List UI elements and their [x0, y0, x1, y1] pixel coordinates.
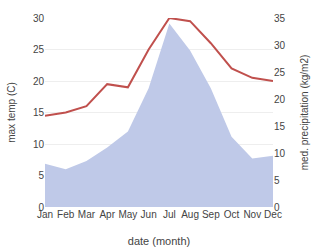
svg-text:10: 10 — [33, 139, 45, 150]
svg-text:Jul: Jul — [163, 209, 176, 220]
svg-text:Jun: Jun — [141, 209, 157, 220]
svg-text:25: 25 — [274, 67, 286, 78]
svg-text:5: 5 — [274, 175, 280, 186]
svg-text:Aug: Aug — [181, 209, 199, 220]
svg-text:10: 10 — [274, 148, 286, 159]
svg-text:35: 35 — [274, 13, 286, 24]
svg-text:0: 0 — [274, 202, 280, 213]
svg-text:May: May — [118, 209, 137, 220]
svg-text:20: 20 — [274, 94, 286, 105]
svg-text:15: 15 — [33, 107, 45, 118]
svg-text:Jan: Jan — [37, 209, 53, 220]
svg-text:30: 30 — [274, 40, 286, 51]
svg-text:5: 5 — [38, 170, 44, 181]
svg-text:max temp (C): max temp (C) — [6, 82, 17, 143]
svg-text:Mar: Mar — [78, 209, 96, 220]
svg-text:25: 25 — [33, 44, 45, 55]
svg-text:Sep: Sep — [202, 209, 220, 220]
svg-text:date (month): date (month) — [128, 235, 190, 247]
svg-text:Oct: Oct — [224, 209, 240, 220]
svg-text:Nov: Nov — [243, 209, 261, 220]
svg-text:15: 15 — [274, 121, 286, 132]
svg-text:30: 30 — [33, 13, 45, 24]
svg-text:Apr: Apr — [99, 209, 115, 220]
svg-text:0: 0 — [38, 202, 44, 213]
svg-text:20: 20 — [33, 76, 45, 87]
svg-text:Dec: Dec — [264, 209, 282, 220]
svg-text:Feb: Feb — [57, 209, 75, 220]
svg-text:med. precipitation (kg/m2): med. precipitation (kg/m2) — [299, 55, 310, 171]
